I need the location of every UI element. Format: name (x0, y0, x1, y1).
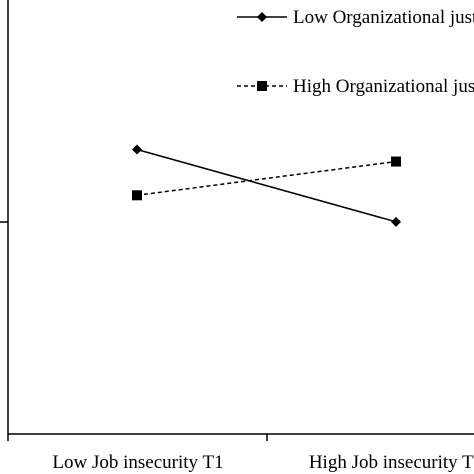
series-line-1 (136, 160, 397, 197)
axes (0, 0, 474, 441)
series-0-point-1 (391, 216, 401, 227)
series-line-0 (136, 148, 397, 223)
x-tick-label-1: High Job insecurity T1 (309, 452, 474, 473)
series-layer (132, 144, 401, 227)
legend-diamond-marker (257, 12, 267, 22)
legend: Low Organizational justice High Organiza… (237, 7, 474, 97)
legend-label-high-justice: High Organizational justice (293, 76, 474, 97)
legend-square-marker (257, 81, 267, 91)
x-tick-label-0: Low Job insecurity T1 (52, 452, 223, 473)
series-1-point-1 (391, 156, 401, 167)
series-1-point-0 (132, 190, 142, 201)
series-0-point-0 (132, 144, 142, 155)
x-tick-labels: Low Job insecurity T1 High Job insecurit… (52, 452, 474, 473)
legend-label-low-justice: Low Organizational justice (293, 7, 474, 28)
